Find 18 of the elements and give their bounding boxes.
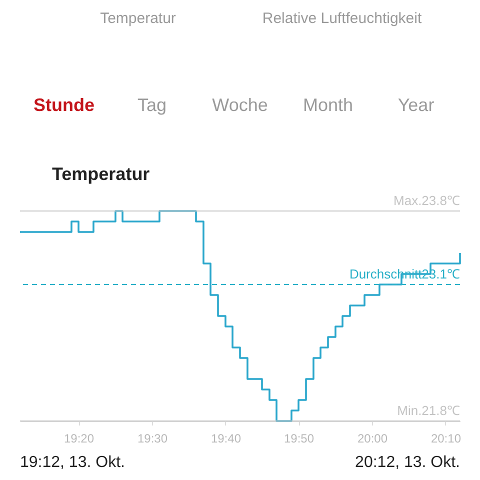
x-tick-label: 20:00	[357, 432, 388, 446]
text: Temperatur	[100, 10, 176, 27]
x-tick-label: 20:10	[430, 432, 462, 446]
text: Month	[302, 95, 354, 115]
text: Tag	[137, 95, 167, 115]
x-tick-label: 19:20	[64, 432, 94, 446]
text: Woche	[212, 95, 268, 115]
chart-title: Temperatur	[52, 164, 150, 184]
text: Year	[398, 95, 434, 115]
ref-line-label: Min.21.8℃	[397, 403, 460, 418]
x-tick-label: 19:40	[210, 432, 242, 446]
x-tick-label: 19:50	[284, 432, 314, 446]
text: 19:12, 13. Okt.	[20, 454, 125, 471]
text: Stunde	[34, 95, 94, 115]
ref-line-label: Max.23.8℃	[394, 193, 460, 208]
text: Relative Luftfeuchtigkeit	[262, 10, 422, 27]
text: 20:12, 13. Okt.	[355, 454, 460, 471]
x-tick-label: 19:30	[137, 432, 168, 446]
